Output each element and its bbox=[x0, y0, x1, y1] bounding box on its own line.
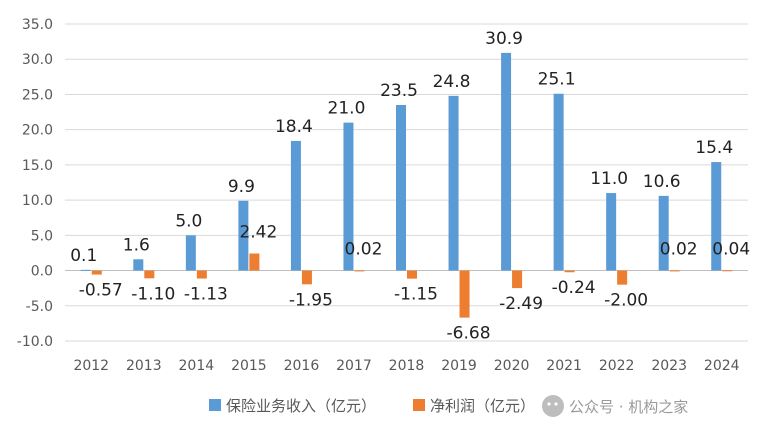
x-axis: 2012 2013 2014 2015 2016 2017 2018 2019 2020 2021… bbox=[73, 358, 739, 374]
legend-swatch-profit bbox=[413, 399, 425, 411]
legend: 保险业务收入（亿元） 净利润（亿元） bbox=[209, 397, 535, 415]
x-tick-label: 2015 bbox=[231, 358, 267, 374]
label-revenue-2014: 5.0 bbox=[175, 211, 202, 231]
bar-profit-2022 bbox=[617, 270, 628, 285]
label-profit-2012: -0.57 bbox=[79, 281, 123, 301]
x-tick-label: 2018 bbox=[389, 358, 425, 374]
x-tick-label: 2020 bbox=[494, 358, 530, 374]
bar-profit-2021 bbox=[564, 270, 575, 273]
y-tick-label: 30.0 bbox=[22, 52, 53, 68]
bar-revenue-2017 bbox=[343, 122, 354, 271]
label-revenue-2020: 30.9 bbox=[485, 29, 523, 49]
label-profit-2022: -2.00 bbox=[604, 291, 648, 311]
label-profit-2018: -1.15 bbox=[394, 285, 438, 305]
bar-revenue-2019 bbox=[448, 95, 459, 271]
label-revenue-2024: 15.4 bbox=[695, 138, 733, 158]
label-profit-2023: 0.02 bbox=[660, 239, 698, 259]
bar-revenue-2016 bbox=[290, 140, 301, 271]
y-tick-label: 0.0 bbox=[31, 264, 53, 280]
bar-profit-2023 bbox=[669, 270, 680, 272]
bar-profit-2012 bbox=[91, 270, 102, 275]
label-revenue-2022: 11.0 bbox=[590, 169, 628, 189]
x-tick-label: 2021 bbox=[546, 358, 582, 374]
label-profit-2013: -1.10 bbox=[131, 284, 175, 304]
label-profit-2014: -1.13 bbox=[184, 285, 228, 305]
x-tick-label: 2022 bbox=[599, 358, 635, 374]
bar-profit-2013 bbox=[144, 270, 155, 279]
label-profit-2017: 0.02 bbox=[345, 239, 383, 259]
bars bbox=[80, 52, 733, 318]
y-tick-label: 10.0 bbox=[22, 193, 53, 209]
y-tick-label: 35.0 bbox=[22, 17, 53, 33]
label-profit-2021: -0.24 bbox=[552, 278, 596, 298]
x-tick-label: 2017 bbox=[336, 358, 372, 374]
x-tick-label: 2016 bbox=[284, 358, 320, 374]
x-tick-label: 2012 bbox=[73, 358, 109, 374]
bar-profit-2018 bbox=[407, 270, 417, 279]
data-labels: 0.1 -0.57 1.6 -1.10 5.0 -1.13 9.9 2.42 18.4 -1.95… bbox=[70, 29, 750, 344]
label-revenue-2017: 21.0 bbox=[328, 99, 366, 119]
y-axis: -10.0 -5.0 0.0 5.0 10.0 15.0 20.0 25.0 30.0 35.0 bbox=[17, 17, 53, 350]
bar-revenue-2023 bbox=[658, 195, 669, 271]
label-revenue-2015: 9.9 bbox=[228, 177, 255, 197]
bar-profit-2017 bbox=[354, 270, 365, 272]
label-profit-2024: 0.04 bbox=[712, 239, 750, 259]
legend-label-revenue: 保险业务收入（亿元） bbox=[226, 397, 376, 415]
bar-revenue-2012 bbox=[80, 269, 91, 271]
x-tick-label: 2023 bbox=[651, 358, 687, 374]
y-tick-label: 25.0 bbox=[22, 87, 53, 103]
label-revenue-2021: 25.1 bbox=[538, 70, 576, 90]
bar-revenue-2022 bbox=[606, 193, 617, 271]
bar-revenue-2024 bbox=[711, 162, 722, 271]
bar-profit-2016 bbox=[301, 270, 312, 285]
label-revenue-2019: 24.8 bbox=[433, 72, 471, 92]
wechat-icon-eye-right bbox=[554, 402, 558, 406]
label-revenue-2013: 1.6 bbox=[123, 235, 150, 255]
y-tick-label: 15.0 bbox=[22, 158, 53, 174]
bar-revenue-2015 bbox=[238, 200, 249, 271]
watermark-text: 公众号 · 机构之家 bbox=[569, 398, 688, 416]
gridlines bbox=[65, 23, 748, 342]
bar-profit-2020 bbox=[512, 270, 523, 289]
label-revenue-2023: 10.6 bbox=[643, 172, 681, 192]
y-tick-label: -5.0 bbox=[26, 299, 53, 315]
label-revenue-2012: 0.1 bbox=[70, 246, 97, 266]
label-revenue-2018: 23.5 bbox=[380, 81, 418, 101]
y-tick-label: 20.0 bbox=[22, 123, 53, 139]
bar-profit-2015 bbox=[249, 253, 260, 271]
label-revenue-2016: 18.4 bbox=[275, 117, 313, 137]
legend-label-profit: 净利润（亿元） bbox=[430, 397, 535, 415]
watermark: 公众号 · 机构之家 bbox=[542, 395, 688, 417]
bar-profit-2024 bbox=[722, 270, 733, 272]
bar-revenue-2020 bbox=[501, 52, 512, 271]
wechat-icon bbox=[542, 395, 564, 417]
legend-swatch-revenue bbox=[209, 399, 221, 411]
bar-profit-2019 bbox=[459, 270, 470, 318]
label-profit-2019: -6.68 bbox=[447, 324, 491, 344]
y-tick-label: 5.0 bbox=[31, 228, 53, 244]
x-tick-label: 2014 bbox=[179, 358, 215, 374]
y-tick-label: -10.0 bbox=[17, 334, 53, 350]
wechat-icon-eye-left bbox=[547, 402, 551, 406]
bar-revenue-2021 bbox=[553, 93, 564, 271]
x-tick-label: 2013 bbox=[126, 358, 162, 374]
bar-profit-2014 bbox=[196, 270, 207, 279]
label-profit-2016: -1.95 bbox=[289, 290, 333, 310]
label-profit-2020: -2.49 bbox=[499, 294, 543, 314]
bar-revenue-2014 bbox=[185, 235, 196, 271]
x-tick-label: 2019 bbox=[441, 358, 477, 374]
bar-revenue-2018 bbox=[396, 105, 406, 271]
bar-revenue-2013 bbox=[133, 259, 144, 271]
label-profit-2015: 2.42 bbox=[239, 223, 277, 243]
x-tick-label: 2024 bbox=[704, 358, 740, 374]
